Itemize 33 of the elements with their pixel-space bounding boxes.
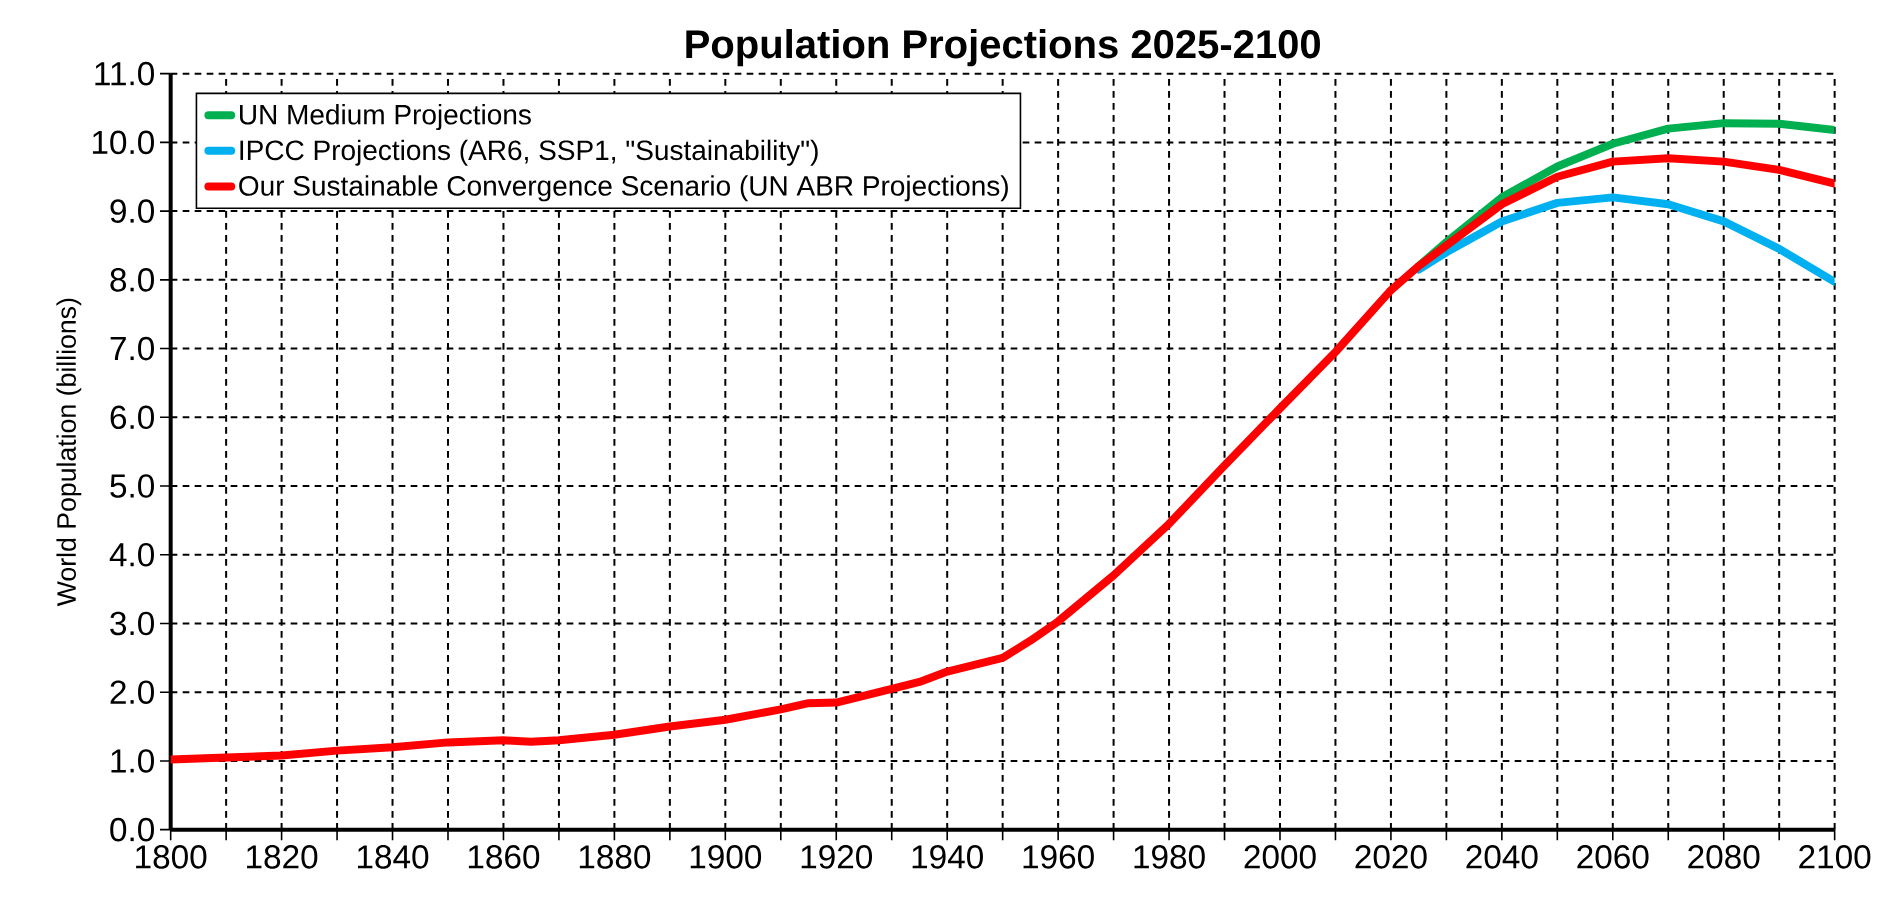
x-tick-label: 1960 — [1023, 845, 1094, 869]
x-tick-label: 1860 — [468, 845, 540, 869]
y-tick-label: 3.0 — [110, 611, 154, 636]
y-tick-label: 5.0 — [110, 474, 154, 498]
y-tick-label: 11.0 — [95, 61, 154, 86]
y-tick-label: 8.0 — [110, 268, 154, 292]
x-tick-label: 1940 — [912, 845, 983, 869]
x-tick-label: 2020 — [1355, 845, 1427, 869]
y-tick-label: 9.0 — [110, 199, 154, 223]
legend-label: UN Medium Projections — [240, 104, 531, 131]
legend-label: Our Sustainable Convergence Scenario (UN ABR Projections) — [239, 175, 1008, 202]
x-tick-label: 2100 — [1799, 845, 1871, 869]
y-axis-title: World Population (billions) — [56, 298, 82, 607]
x-tick-label: 1880 — [579, 845, 651, 869]
x-tick-label: 1980 — [1134, 845, 1205, 869]
x-tick-label: 2000 — [1244, 845, 1316, 869]
y-tick-label: 2.0 — [110, 680, 154, 705]
y-tick-label: 7.0 — [110, 336, 154, 361]
y-tick-label: 6.0 — [110, 405, 154, 430]
x-tick-label: 2040 — [1466, 845, 1538, 869]
legend-label: IPCC Projections (AR6, SSP1, "Sustainability") — [240, 139, 818, 166]
x-tick-label: 1840 — [357, 845, 429, 869]
y-tick-label: 1.0 — [111, 749, 154, 773]
y-tick-label: 10.0 — [92, 130, 154, 155]
x-tick-label: 2080 — [1688, 845, 1760, 869]
x-tick-label: 1900 — [690, 845, 762, 869]
x-tick-label: 1920 — [801, 845, 873, 869]
x-tick-label: 1820 — [247, 845, 318, 869]
x-tick-label: 1800 — [136, 845, 207, 869]
y-tick-label: 0.0 — [110, 817, 154, 842]
x-tick-label: 2060 — [1577, 845, 1649, 869]
chart-title: Population Projections 2025-2100 — [686, 28, 1320, 67]
y-tick-label: 4.0 — [109, 542, 154, 567]
